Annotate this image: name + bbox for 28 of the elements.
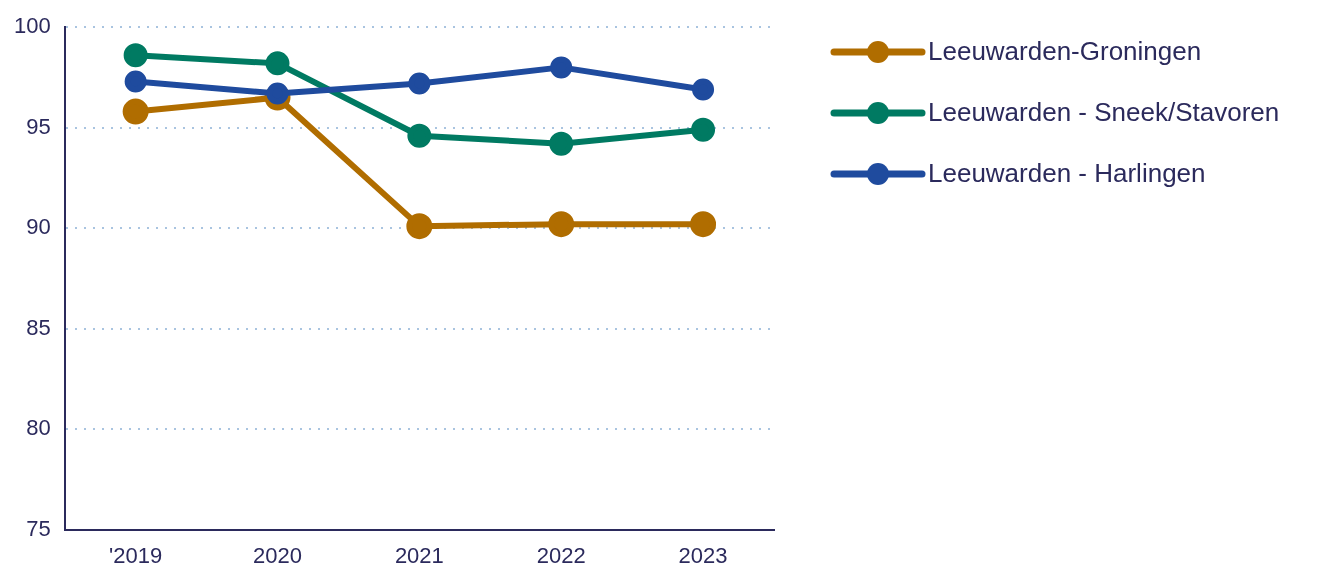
point bbox=[406, 213, 433, 240]
y-tick-label: 95 bbox=[26, 113, 51, 139]
y-tick-label: 90 bbox=[26, 214, 51, 240]
point bbox=[265, 51, 290, 76]
point bbox=[124, 70, 147, 93]
point bbox=[407, 123, 432, 148]
x-tick-label: 2020 bbox=[253, 542, 302, 568]
y-tick-label: 75 bbox=[26, 515, 51, 541]
y-tick-label: 100 bbox=[13, 13, 51, 39]
point bbox=[690, 211, 717, 238]
x-tick-label: 2022 bbox=[536, 542, 586, 568]
point bbox=[548, 211, 575, 238]
x-tick-label: 2021 bbox=[394, 542, 444, 568]
point bbox=[123, 43, 148, 68]
point bbox=[691, 117, 716, 142]
point bbox=[550, 56, 573, 79]
point bbox=[122, 98, 149, 125]
legend-label: Leeuwarden-Groningen bbox=[928, 36, 1202, 67]
legend-label: Leeuwarden - Sneek/Stavoren bbox=[928, 97, 1280, 128]
point bbox=[266, 82, 289, 105]
point bbox=[408, 72, 431, 95]
y-tick-label: 80 bbox=[26, 415, 51, 441]
point bbox=[692, 78, 715, 101]
y-tick-label: 85 bbox=[26, 314, 51, 340]
point bbox=[549, 131, 574, 156]
x-tick-label: 2023 bbox=[678, 542, 728, 568]
x-tick-label: '2019 bbox=[109, 542, 163, 568]
legend-label: Leeuwarden - Harlingen bbox=[928, 158, 1206, 189]
